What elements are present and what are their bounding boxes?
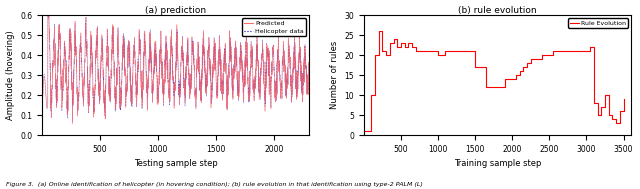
Helicopter data — [76, 78, 83, 81]
Helicopter data — [305, 82, 313, 84]
Predicted — [44, 14, 52, 16]
Line: Predicted: Predicted — [42, 15, 309, 123]
Helicopter data — [188, 64, 195, 67]
Rule Evolution — [401, 46, 408, 48]
X-axis label: Testing sample step: Testing sample step — [134, 159, 218, 168]
Predicted — [305, 79, 313, 82]
Helicopter data — [182, 73, 189, 75]
X-axis label: Training sample step: Training sample step — [454, 159, 541, 168]
Helicopter data — [38, 118, 46, 120]
Helicopter data — [262, 92, 269, 94]
Y-axis label: Amplitude (hovering): Amplitude (hovering) — [6, 30, 15, 120]
Title: (a) prediction: (a) prediction — [145, 5, 206, 15]
Rule Evolution — [586, 46, 594, 48]
Rule Evolution — [508, 78, 516, 80]
Line: Rule Evolution: Rule Evolution — [364, 31, 623, 131]
Predicted — [182, 72, 189, 74]
Helicopter data — [129, 50, 137, 52]
Line: Helicopter data: Helicopter data — [42, 15, 309, 122]
Rule Evolution — [620, 98, 627, 100]
Predicted — [129, 50, 137, 52]
Predicted — [262, 91, 269, 93]
Y-axis label: Number of rules: Number of rules — [330, 41, 339, 109]
Title: (b) rule evolution: (b) rule evolution — [458, 5, 537, 15]
Helicopter data — [44, 14, 52, 16]
Rule Evolution — [582, 50, 590, 52]
Predicted — [38, 115, 46, 118]
Rule Evolution — [360, 130, 368, 132]
Legend: Predicted, Helicopter data: Predicted, Helicopter data — [242, 19, 306, 36]
Rule Evolution — [445, 50, 453, 52]
Rule Evolution — [427, 50, 435, 52]
Rule Evolution — [375, 30, 383, 33]
Text: Figure 3.  (a) Online identification of helicopter (in hovering condition); (b) : Figure 3. (a) Online identification of h… — [6, 182, 423, 187]
Predicted — [68, 122, 76, 125]
Predicted — [76, 78, 83, 81]
Helicopter data — [243, 64, 251, 66]
Legend: Rule Evolution: Rule Evolution — [568, 19, 628, 28]
Predicted — [188, 66, 195, 68]
Helicopter data — [68, 121, 76, 123]
Predicted — [243, 65, 251, 67]
